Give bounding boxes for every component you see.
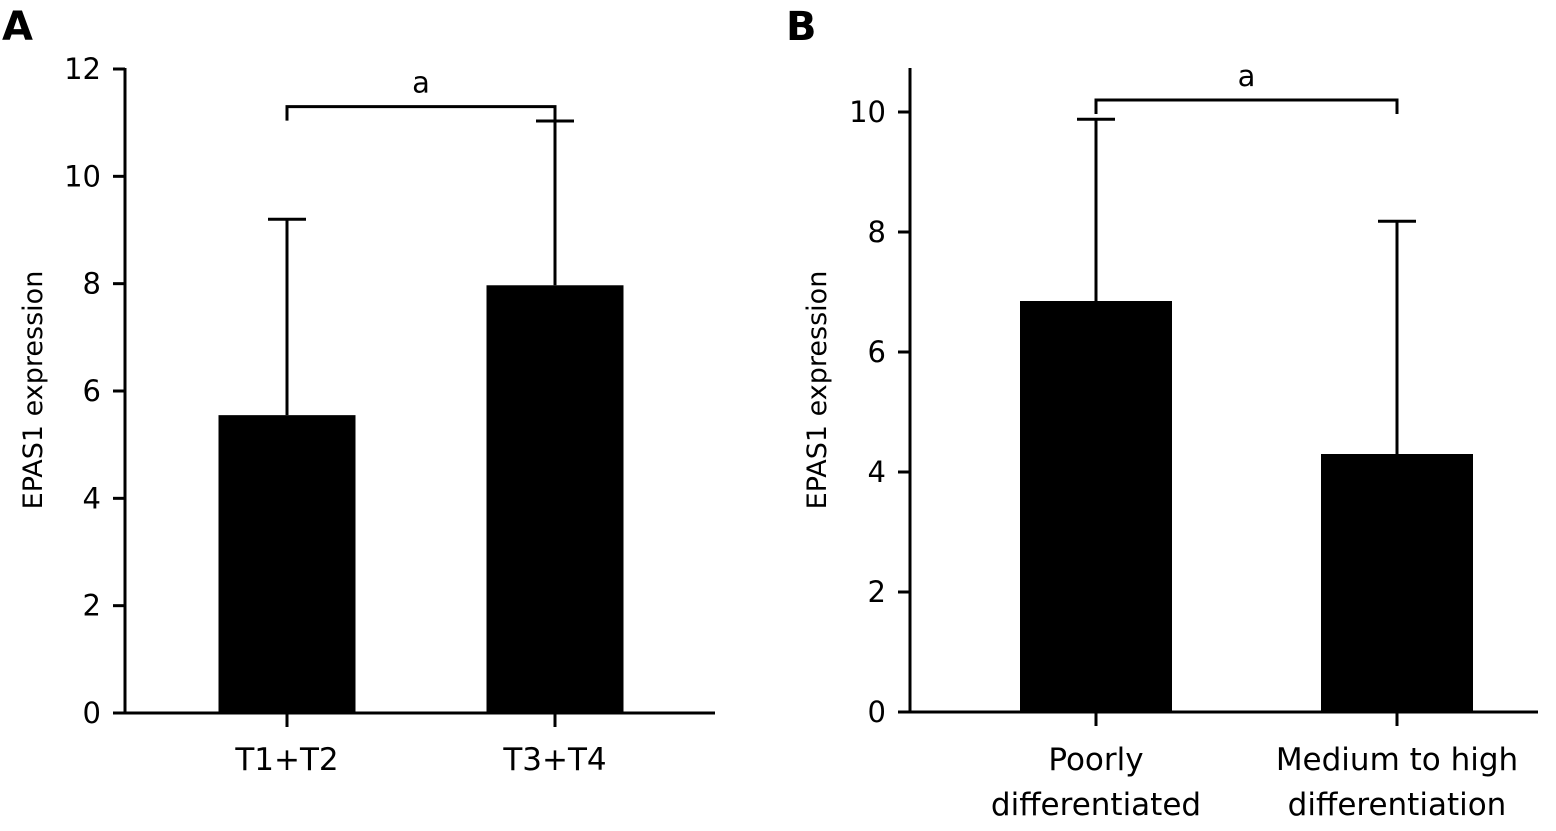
x-tick-label: differentiation (1288, 787, 1507, 823)
x-tick-label: T3+T4 (502, 742, 606, 778)
y-tick-label: 4 (83, 481, 101, 515)
x-tick-label: Poorly (1048, 742, 1143, 778)
significance-label: a (1238, 59, 1256, 93)
panel-a: A 0 2 4 6 8 10 12 EPAS1 expression T1+T2 T3+T4 a (2, 4, 715, 778)
y-tick-label: 8 (83, 267, 101, 301)
bar (1321, 454, 1473, 712)
x-tick-label: differentiated (991, 787, 1201, 823)
bar (1020, 301, 1172, 712)
y-tick-label: 8 (868, 215, 886, 249)
y-tick-label: 10 (64, 159, 101, 193)
significance-bracket (285, 105, 557, 121)
y-tick-label: 10 (849, 95, 886, 129)
bar (218, 415, 356, 713)
y-axis-title: EPAS1 expression (802, 271, 833, 510)
y-tick-label: 4 (868, 455, 886, 489)
x-tick-label: T1+T2 (234, 742, 338, 778)
x-tick-label: Medium to high (1276, 742, 1518, 778)
significance-label: a (412, 66, 430, 100)
significance-bracket (1094, 98, 1399, 114)
y-tick-label: 12 (64, 52, 101, 86)
y-tick-label: 6 (868, 335, 886, 369)
bar (486, 285, 624, 713)
y-tick-label: 0 (868, 695, 886, 729)
y-tick-label: 2 (868, 575, 886, 609)
panel-letter: B (786, 4, 817, 50)
y-tick-label: 2 (83, 589, 101, 623)
panel-letter: A (2, 4, 33, 50)
y-tick-label: 0 (83, 696, 101, 730)
panel-b: B 0 2 4 6 8 10 EPAS1 expression Poorly differenti… (786, 4, 1538, 823)
y-tick-label: 6 (83, 374, 101, 408)
y-axis-title: EPAS1 expression (18, 271, 49, 510)
